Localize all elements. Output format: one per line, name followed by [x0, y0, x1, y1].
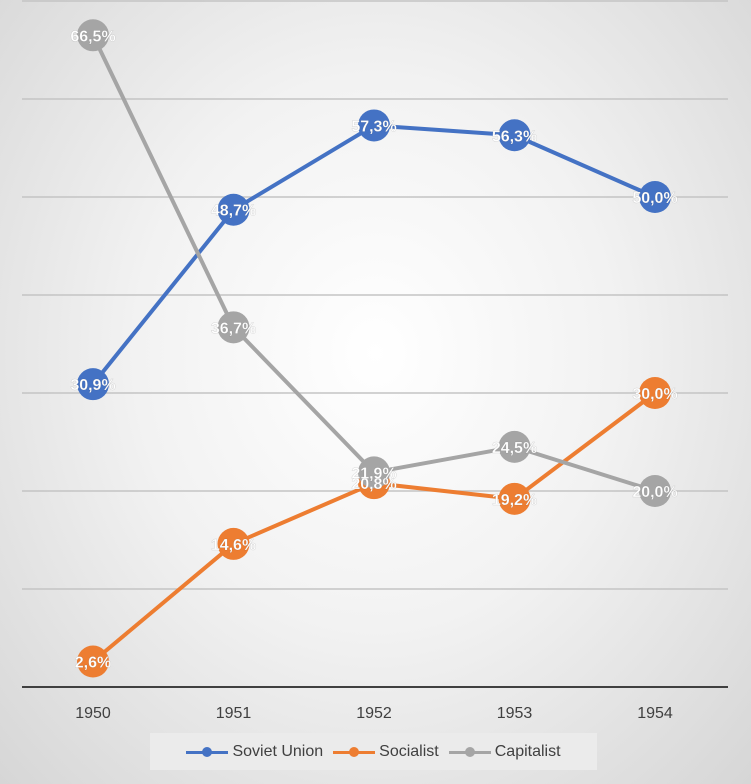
x-tick-label: 1950: [75, 705, 111, 722]
data-label-socialist: 14,6%: [211, 537, 256, 554]
data-label-capitalist: 21,9%: [351, 465, 396, 482]
data-label-soviet-union: 50,0%: [632, 190, 677, 207]
legend-label-soviet-union: Soviet Union: [232, 742, 324, 760]
x-tick-label: 1951: [216, 705, 252, 722]
data-label-capitalist: 20,0%: [632, 484, 677, 501]
x-tick-label: 1952: [356, 705, 392, 722]
data-label-soviet-union: 48,7%: [211, 203, 256, 220]
data-point-socialist: [217, 527, 250, 560]
legend-swatch-soviet-union: [186, 746, 229, 758]
data-point-capitalist: [77, 19, 109, 52]
legend-label-capitalist: Capitalist: [494, 742, 561, 760]
data-point-socialist: [77, 645, 109, 678]
data-label-capitalist: 36,7%: [211, 320, 256, 337]
x-tick-label: 1953: [497, 705, 533, 722]
data-point-capitalist: [498, 430, 531, 463]
legend: Soviet Union Socialist Capitalist: [150, 733, 597, 770]
data-point-capitalist: [358, 456, 390, 489]
series-line-capitalist: [91, 33, 657, 493]
data-label-socialist: 30,0%: [632, 386, 677, 403]
data-label-socialist: 2,6%: [75, 655, 111, 672]
data-label-soviet-union: 57,3%: [351, 118, 396, 135]
legend-swatch-capitalist: [448, 746, 491, 758]
series-line-soviet-union: [91, 123, 657, 387]
data-point-capitalist: [639, 475, 671, 507]
data-point-soviet-union: [639, 181, 671, 213]
data-label-soviet-union: 30,9%: [70, 377, 115, 394]
legend-swatch-socialist: [333, 746, 376, 758]
legend-dot: [349, 746, 360, 757]
legend-label-socialist: Socialist: [379, 742, 439, 760]
legend-item-soviet-union: Soviet Union: [186, 743, 323, 761]
data-point-soviet-union: [77, 368, 109, 401]
legend-dot: [464, 746, 475, 757]
data-label-capitalist: 24,5%: [492, 440, 537, 457]
legend-dot: [202, 746, 213, 757]
data-label-capitalist: 66,5%: [70, 28, 115, 45]
series-line-socialist: [91, 391, 657, 664]
data-point-socialist: [498, 482, 531, 515]
data-point-socialist: [639, 377, 671, 409]
data-label-socialist: 20,8%: [351, 476, 396, 493]
legend-item-socialist: Socialist: [333, 743, 439, 761]
data-label-socialist: 19,2%: [492, 492, 537, 509]
data-label-soviet-union: 56,3%: [492, 128, 537, 145]
x-tick-label: 1954: [637, 705, 673, 722]
data-point-soviet-union: [498, 119, 531, 152]
data-point-soviet-union: [358, 109, 390, 142]
legend-item-capitalist: Capitalist: [448, 742, 561, 761]
line-chart: 1950 1951 1952 1953 1954 2,6% 14,6% 20,8% 19,2% 3…: [22, 0, 728, 722]
data-point-capitalist: [217, 311, 250, 344]
data-point-soviet-union: [217, 193, 250, 226]
